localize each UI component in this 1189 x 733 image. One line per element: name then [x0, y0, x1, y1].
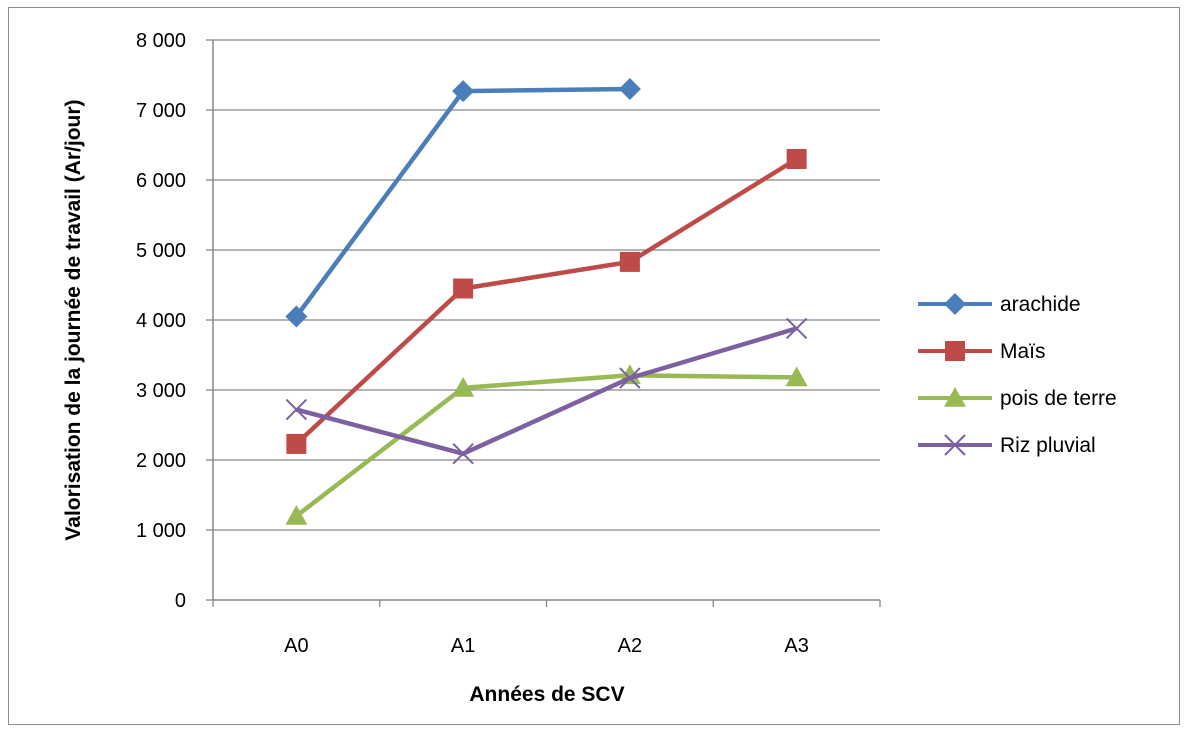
series-line	[295, 326, 798, 456]
legend-label: pois de terre	[1000, 387, 1117, 410]
data-point	[619, 251, 640, 272]
legend-item: Riz pluvial	[918, 434, 1096, 457]
series-2	[285, 364, 808, 525]
chart-frame	[8, 7, 1180, 725]
x-tick-label: A0	[284, 635, 308, 657]
data-point-stroke	[785, 317, 808, 340]
data-point	[944, 293, 966, 315]
legend: arachide Maïs pois de terre Riz pluvial	[918, 293, 1117, 457]
data-point	[618, 78, 641, 100]
legend-item: arachide	[918, 293, 1081, 316]
x-tick-label: A1	[451, 635, 475, 657]
y-tick-label: 8 000	[136, 30, 186, 52]
legend-item: Maïs	[918, 340, 1046, 363]
gridlines	[213, 39, 880, 531]
legend-label: Riz pluvial	[1000, 434, 1096, 457]
data-point	[286, 433, 307, 454]
x-tick-label: A2	[618, 635, 642, 657]
y-tick-label: 7 000	[136, 100, 186, 122]
legend-item: pois de terre	[918, 387, 1117, 410]
y-tick-label: 2 000	[136, 450, 186, 472]
data-point-stroke	[619, 367, 641, 389]
y-tick-label: 5 000	[136, 240, 186, 262]
data-point	[453, 278, 474, 299]
data-point	[944, 387, 966, 407]
data-point	[785, 317, 808, 340]
legend-label: Maïs	[1000, 340, 1046, 363]
data-point-stroke	[285, 398, 308, 421]
data-point-stroke	[452, 442, 474, 465]
x-tick-label: A3	[784, 635, 808, 657]
axes	[206, 39, 881, 607]
data-point	[285, 398, 308, 421]
legend-label: arachide	[1000, 293, 1081, 316]
data-point	[619, 367, 641, 389]
data-point	[944, 434, 966, 456]
data-point	[452, 376, 475, 397]
data-point	[786, 149, 807, 169]
data-point	[945, 341, 965, 361]
y-tick-label: 4 000	[136, 310, 186, 332]
data-point	[785, 366, 808, 387]
series-3	[285, 317, 808, 465]
y-tick-label: 6 000	[136, 170, 186, 192]
data-point	[452, 442, 474, 465]
data-point	[452, 80, 475, 103]
y-tick-label: 0	[175, 590, 186, 612]
series-line	[295, 373, 797, 518]
series-1	[286, 149, 807, 454]
x-axis-title: Années de SCV	[469, 683, 624, 706]
y-tick-labels: 0 1 000 2 000 3 000 4 000 5 000 6 000 7 000 8 00…	[136, 30, 186, 612]
y-axis-title: Valorisation de la journée de travail (A…	[62, 99, 85, 540]
y-tick-label: 1 000	[136, 520, 186, 542]
x-tick-labels: A0 A1 A2 A3	[284, 635, 809, 657]
data-point	[285, 505, 308, 525]
data-point-stroke	[944, 434, 966, 456]
y-tick-label: 3 000	[136, 380, 186, 402]
data-point	[285, 305, 308, 328]
series-0	[285, 78, 641, 328]
series-group	[285, 78, 808, 525]
series-line	[294, 157, 798, 446]
